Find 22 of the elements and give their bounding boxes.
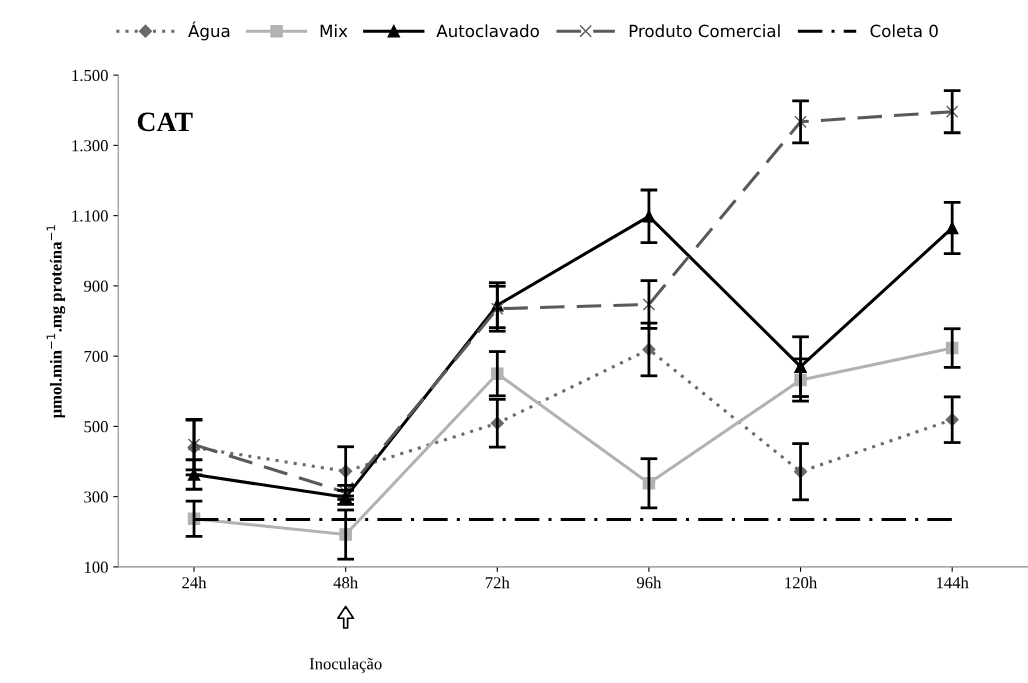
y-tick-label: 100 [84, 561, 108, 573]
x-tick-label: 24h [182, 576, 207, 589]
y-tick-label: 900 [84, 280, 108, 292]
x-tick-label: 144h [936, 576, 969, 589]
legend-label: Mix [320, 24, 348, 37]
text: Inoculação [309, 657, 382, 673]
x-tick-label: 120h [785, 576, 817, 589]
x-tick-label: 48h [333, 576, 358, 589]
legend-label: Autoclavado [436, 24, 539, 38]
y-tick-label: 700 [84, 350, 108, 363]
y-tick-label: 300 [84, 491, 108, 503]
y-axis-title: μmol.min$^{−1}$.mg proteína$^{−1}$ [46, 225, 66, 419]
y-tick-label: 1.100 [72, 210, 108, 222]
y-tick-label: 1.300 [72, 140, 108, 152]
y-tick-label: 500 [84, 421, 108, 433]
x-tick-label: 96h [636, 576, 662, 589]
legend-label: Água [188, 21, 230, 41]
y-tick-label: 1.500 [72, 69, 108, 82]
legend-label: Coleta 0 [870, 24, 938, 38]
x-tick-label: 72h [485, 576, 510, 589]
annotation: CAT [137, 112, 193, 132]
legend-label: Produto Comercial [629, 24, 780, 38]
